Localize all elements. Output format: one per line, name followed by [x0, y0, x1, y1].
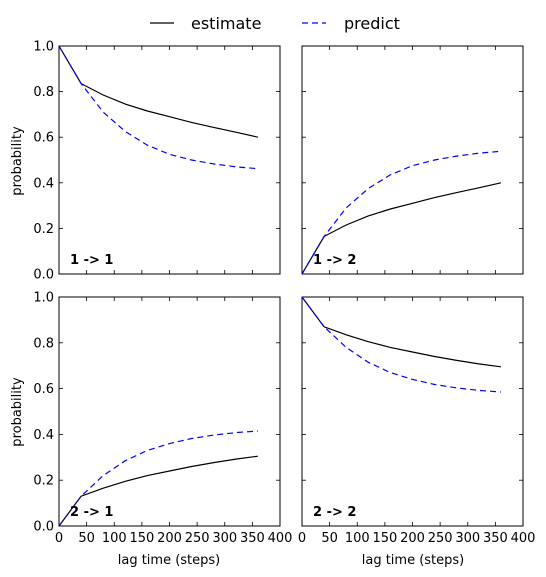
panel-label: 1 -> 1: [70, 253, 113, 268]
y-tick-label: 0.4: [33, 428, 54, 443]
y-tick-label: 0.8: [33, 85, 54, 100]
series-line-estimate: [58, 455, 258, 527]
x-tick-label: 0: [55, 531, 63, 546]
panel-frame: [301, 45, 524, 275]
x-axis-label-right: lag time (steps): [362, 553, 465, 568]
panel-label: 2 -> 1: [70, 505, 113, 520]
x-tick-label: 300: [212, 531, 237, 546]
x-tick-label: 100: [345, 531, 370, 546]
panel-label: 2 -> 2: [313, 505, 356, 520]
x-tick-label: 200: [400, 531, 425, 546]
x-tick-label: 200: [157, 531, 182, 546]
x-tick-label: 350: [483, 531, 508, 546]
y-tick-label: 0.8: [33, 336, 54, 351]
y-tick-label: 0.2: [33, 474, 54, 489]
series-line-estimate: [58, 45, 259, 138]
x-tick-label: 400: [268, 531, 293, 546]
y-tick-label: 0.0: [33, 268, 54, 283]
series-line-estimate: [301, 296, 501, 368]
y-axis-label-bottom: probability: [10, 377, 25, 447]
x-tick-label: 250: [185, 531, 210, 546]
x-tick-label: 100: [102, 531, 127, 546]
x-tick-label: 250: [428, 531, 453, 546]
x-tick-label: 150: [129, 531, 154, 546]
y-axis-label-top: probability: [10, 126, 25, 196]
panel-3: 0 50 100 150 200 250 300 350 400 0.0 0.2 0.4 0.6 0.8 1…: [33, 291, 292, 547]
x-tick-label: 50: [321, 531, 338, 546]
x-tick-label: 150: [372, 531, 397, 546]
legend: estimate predict: [150, 14, 400, 33]
series-line-predict: [58, 430, 258, 527]
y-tick-label: 0.0: [33, 520, 54, 535]
x-tick-label: 50: [78, 531, 95, 546]
legend-predict-label: predict: [344, 14, 400, 33]
x-tick-label: 0: [298, 531, 306, 546]
panel-label: 1 -> 2: [313, 253, 356, 268]
y-tick-label: 0.4: [33, 176, 54, 191]
y-tick-label: 1.0: [33, 291, 54, 306]
y-tick-label: 0.6: [33, 382, 54, 397]
y-tick-label: 1.0: [33, 40, 54, 55]
y-tick-label: 0.6: [33, 131, 54, 146]
panel-2: 1 -> 2: [301, 45, 524, 275]
panel-1: 0.0 0.2 0.4 0.6 0.8 1.0 1 -> 1: [33, 40, 281, 283]
y-tick-label: 0.2: [33, 222, 54, 237]
series-line-predict: [301, 150, 501, 275]
legend-estimate-label: estimate: [191, 14, 261, 33]
series-line-predict: [58, 45, 258, 170]
x-tick-label: 400: [511, 531, 536, 546]
panel-4: 0 50 100 150 200 250 300 350 400 2 -> 2: [298, 296, 536, 546]
series-line-predict: [301, 296, 501, 393]
panel-frame: [58, 45, 281, 275]
x-tick-label: 300: [455, 531, 480, 546]
x-tick-label: 350: [240, 531, 265, 546]
x-axis-label-left: lag time (steps): [118, 553, 221, 568]
series-line-estimate: [301, 182, 502, 275]
